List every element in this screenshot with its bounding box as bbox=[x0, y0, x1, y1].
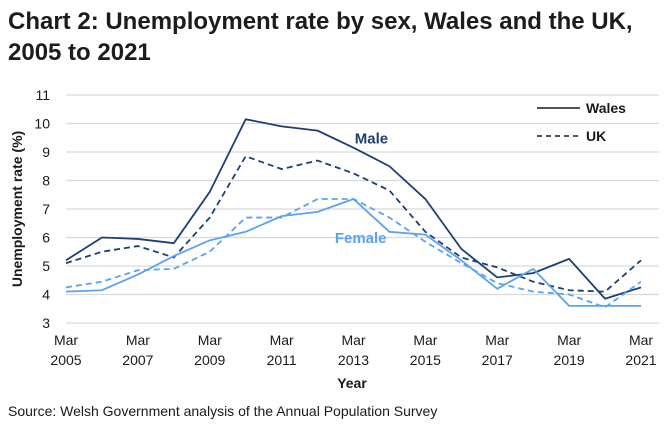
series-line-wales-female bbox=[65, 198, 641, 307]
x-tick-label-month: Mar bbox=[341, 332, 365, 348]
annotations: Male Female bbox=[335, 130, 388, 247]
series-line-uk-male bbox=[65, 155, 642, 293]
x-tick-label-month: Mar bbox=[126, 332, 150, 348]
y-axis-title: Unemployment rate (%) bbox=[9, 131, 25, 287]
x-tick-label-year: 2013 bbox=[338, 352, 369, 368]
x-tick-label-year: 2005 bbox=[50, 352, 81, 368]
y-tick-label: 9 bbox=[42, 144, 50, 160]
x-tick-label-month: Mar bbox=[198, 332, 222, 348]
x-axis-title: Year bbox=[337, 375, 367, 391]
x-tick-label-year: 2011 bbox=[267, 352, 297, 368]
x-axis-ticks: Mar 2005 Mar 2007 Mar 2009 Mar 2011 Mar 2013 Mar 20… bbox=[50, 332, 656, 368]
y-tick-label: 7 bbox=[42, 201, 50, 217]
series-line-wales-male bbox=[65, 118, 642, 300]
legend-item-wales: Wales bbox=[537, 100, 626, 116]
series-lines bbox=[65, 118, 642, 309]
y-tick-label: 6 bbox=[42, 230, 50, 246]
x-tick-label-year: 2009 bbox=[194, 352, 225, 368]
x-tick-label-month: Mar bbox=[270, 332, 294, 348]
legend-label: Wales bbox=[586, 100, 626, 116]
legend-label: UK bbox=[586, 128, 606, 144]
chart-title: Chart 2: Unemployment rate by sex, Wales… bbox=[8, 8, 633, 66]
x-tick-label-year: 2015 bbox=[410, 352, 441, 368]
x-tick-label-month: Mar bbox=[413, 332, 437, 348]
y-axis-ticks: 3 4 5 6 7 8 9 10 11 bbox=[34, 87, 50, 331]
source-note: Source: Welsh Government analysis of the… bbox=[8, 403, 438, 419]
y-tick-label: 5 bbox=[42, 258, 50, 274]
x-tick-label-month: Mar bbox=[629, 332, 653, 348]
legend-item-uk: UK bbox=[537, 128, 606, 144]
gridlines bbox=[66, 94, 659, 324]
y-tick-label: 10 bbox=[34, 116, 50, 132]
y-tick-label: 4 bbox=[42, 287, 50, 303]
y-tick-label: 3 bbox=[42, 315, 50, 331]
x-tick-label-year: 2007 bbox=[122, 352, 153, 368]
y-tick-label: 11 bbox=[35, 87, 50, 103]
series-line-uk-female bbox=[65, 198, 642, 309]
x-tick-label-month: Mar bbox=[54, 332, 78, 348]
annotation-female: Female bbox=[335, 230, 387, 247]
x-tick-label-year: 2019 bbox=[554, 352, 585, 368]
legend: Wales UK bbox=[537, 100, 626, 144]
y-tick-label: 8 bbox=[42, 173, 50, 189]
x-tick-label-month: Mar bbox=[485, 332, 509, 348]
annotation-male: Male bbox=[355, 130, 388, 147]
x-tick-label-month: Mar bbox=[557, 332, 581, 348]
x-tick-label-year: 2017 bbox=[482, 352, 513, 368]
x-tick-label-year: 2021 bbox=[625, 352, 656, 368]
